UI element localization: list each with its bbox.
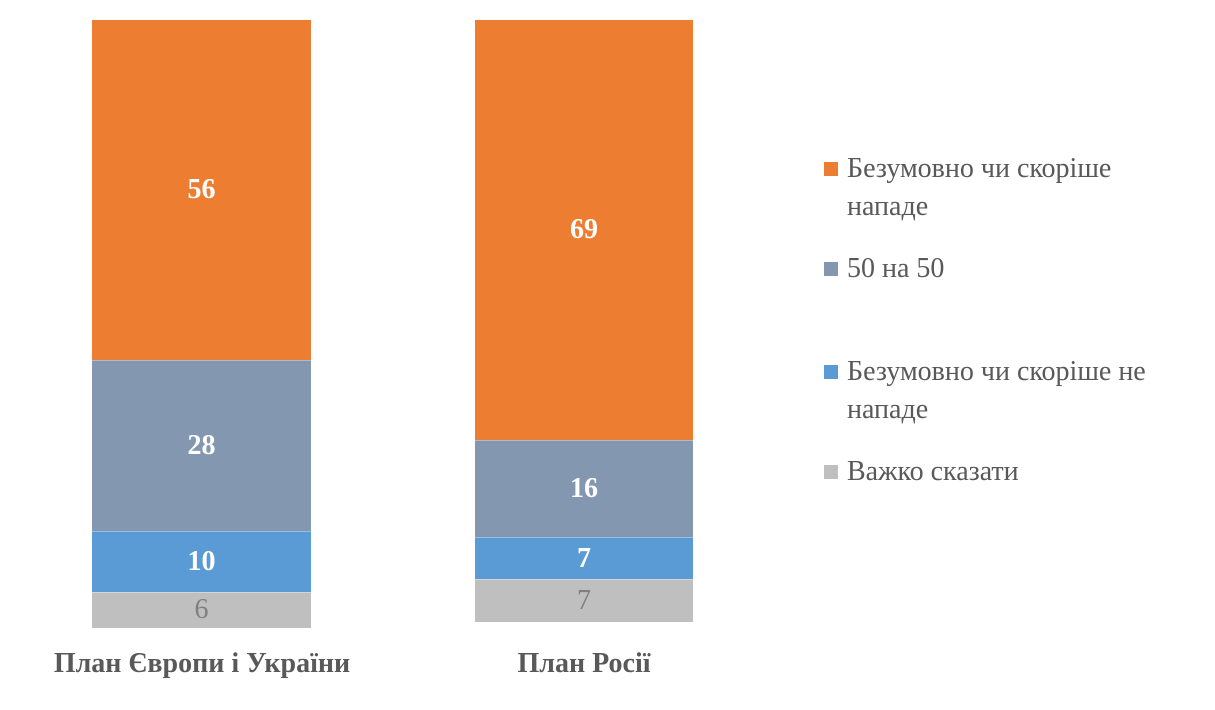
- legend-label: 50 на 50: [847, 253, 945, 284]
- bar-europe-ukraine-plan: 56 28 10 6: [92, 20, 311, 628]
- legend-swatch-blue-icon: [824, 365, 838, 379]
- legend-label: Безумовно чи скоріше не нападе: [847, 356, 1146, 425]
- legend-swatch-gray-icon: [824, 465, 838, 479]
- legend-item-fifty-fifty: 50 на 50: [824, 250, 944, 288]
- bar-russia-plan: 69 16 7 7: [475, 20, 693, 628]
- legend-item-will-attack: Безумовно чи скоріше нападе: [824, 150, 1184, 226]
- segment-will-attack: 56: [92, 20, 311, 361]
- segment-hard-to-say: 6: [92, 591, 311, 628]
- segment-will-not-attack: 10: [92, 530, 311, 592]
- legend-label: Безумовно чи скоріше нападе: [847, 153, 1112, 222]
- segment-will-attack: 69: [475, 20, 693, 440]
- legend-item-will-not-attack: Безумовно чи скоріше не нападе: [824, 353, 1204, 429]
- category-label-russia: План Росії: [517, 648, 651, 679]
- segment-will-not-attack: 7: [475, 536, 693, 580]
- segment-fifty-fifty: 16: [475, 439, 693, 537]
- legend-swatch-slate-icon: [824, 262, 838, 276]
- category-label-europe-ukraine: План Європи і України: [53, 648, 351, 679]
- legend-item-hard-to-say: Важко сказати: [824, 453, 1019, 491]
- legend-label: Важко сказати: [847, 456, 1019, 487]
- segment-hard-to-say: 7: [475, 579, 693, 622]
- legend-swatch-orange-icon: [824, 162, 838, 176]
- segment-fifty-fifty: 28: [92, 360, 311, 531]
